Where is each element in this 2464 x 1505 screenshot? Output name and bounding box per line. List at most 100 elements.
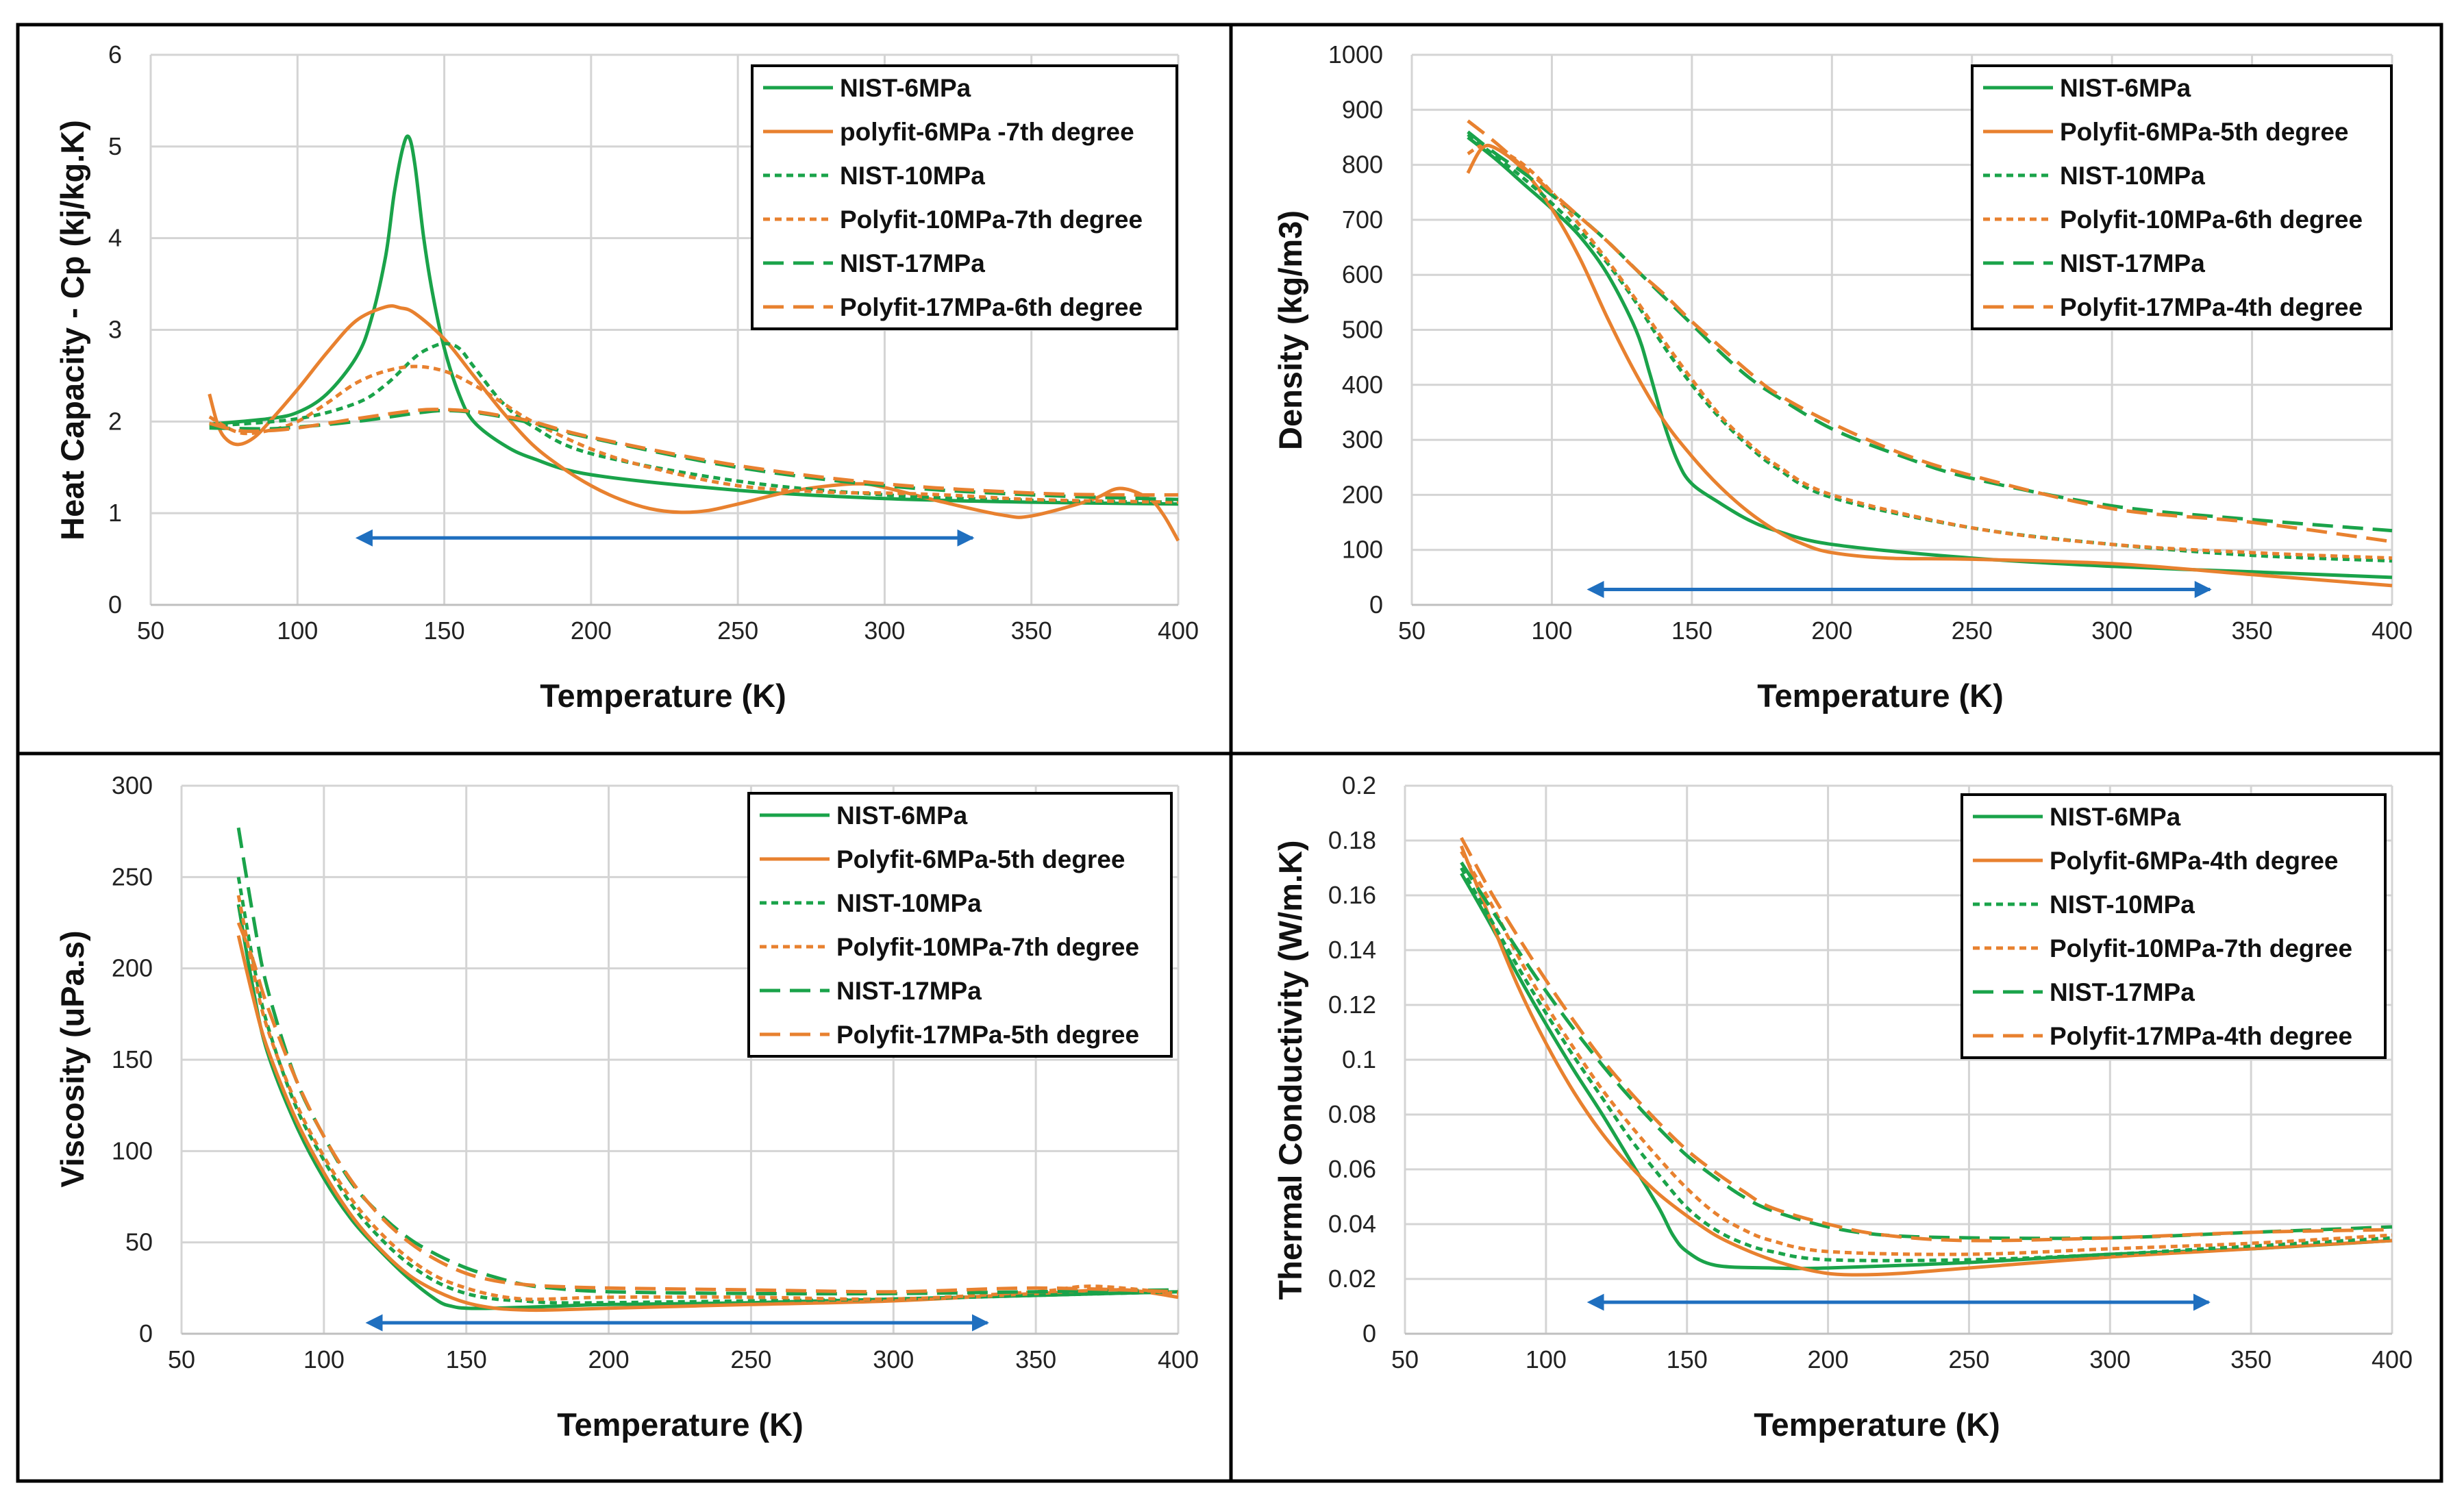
legend-label: NIST-6MPa [2050, 803, 2181, 831]
y-tick-label: 2 [108, 407, 122, 435]
y-tick-label: 700 [1342, 206, 1383, 234]
series-line-polyfit-17mpa-6th-degree [209, 408, 1179, 497]
panel-frames [16, 23, 2443, 1483]
x-tick-label: 250 [730, 1345, 771, 1373]
x-tick-label: 200 [1811, 617, 1852, 645]
x-tick-label: 300 [873, 1345, 914, 1373]
legend-label: NIST-17MPa [2060, 249, 2205, 277]
x-tick-label: 350 [2232, 617, 2273, 645]
legend-label: NIST-10MPa [2050, 891, 2195, 919]
series-group [236, 827, 1179, 1313]
y-tick-label: 0 [139, 1319, 153, 1347]
legend-label: Polyfit-6MPa-5th degree [2060, 118, 2348, 146]
y-tick-label: 300 [1342, 425, 1383, 453]
legend: NIST-6MPa Polyfit-6MPa-4th degree NIST-10M… [1961, 793, 2387, 1059]
legend-label: Polyfit-17MPa-4th degree [2060, 293, 2363, 321]
x-tick-label: 350 [2230, 1345, 2272, 1373]
x-tick-label: 150 [1671, 617, 1713, 645]
y-tick-label: 250 [112, 862, 153, 891]
series-line-polyfit-6mpa-4th-degree [1459, 845, 2393, 1277]
series-line-polyfit-17mpa-4th-degree [1467, 119, 2393, 544]
y-tick-label: 150 [112, 1045, 153, 1073]
legend-label: NIST-17MPa [836, 977, 982, 1005]
y-tick-label: 400 [1342, 371, 1383, 399]
y-tick-label: 0 [1362, 1319, 1376, 1347]
legend-label: Polyfit-17MPa-5th degree [836, 1021, 1139, 1049]
y-tick-label: 50 [125, 1228, 153, 1256]
legend: NIST-6MPa Polyfit-6MPa-5th degree NIST-10M… [747, 792, 1173, 1058]
x-tick-label: 300 [864, 617, 905, 645]
y-axis-title: Density (kg/m3) [1272, 210, 1308, 450]
tick-labels: 50 100 150 200 250 300 350 400 0 50 100 150 200 250 30… [112, 771, 1199, 1373]
legend-label: NIST-6MPa [836, 801, 968, 830]
x-tick-label: 150 [1667, 1345, 1708, 1373]
legend-box [1961, 793, 2387, 1059]
chart-viscosity: 50 100 150 200 250 300 350 400 0 50 100 150 200 250 30… [54, 771, 1199, 1443]
y-tick-label: 6 [108, 40, 122, 69]
x-tick-label: 100 [303, 1345, 345, 1373]
series-line-nist-6mpa [209, 134, 1179, 506]
y-tick-label: 1000 [1328, 40, 1383, 69]
legend-label: Polyfit-17MPa-6th degree [840, 293, 1143, 321]
x-tick-label: 150 [424, 617, 465, 645]
legend-label: Polyfit-10MPa-7th degree [840, 206, 1143, 234]
y-axis-title: Heat Capacity - Cp (kj/kg.K) [54, 120, 90, 540]
y-tick-label: 0.16 [1328, 881, 1376, 909]
x-tick-label: 300 [2091, 617, 2132, 645]
chart-thermal-conductivity: 50 100 150 200 250 300 350 400 0 0.02 0.04 0.06 0.08… [1272, 771, 2413, 1443]
grid [1404, 784, 2393, 1335]
x-tick-label: 250 [717, 617, 758, 645]
legend-label: NIST-17MPa [840, 249, 985, 277]
y-tick-label: 1 [108, 499, 122, 527]
y-tick-label: 4 [108, 224, 122, 252]
x-tick-label: 150 [446, 1345, 487, 1373]
series-group [208, 134, 1180, 542]
x-axis-title: Temperature (K) [557, 1406, 804, 1443]
series-line-polyfit-10mpa-7th-degree [208, 364, 1179, 504]
legend-label: Polyfit-10MPa-7th degree [2050, 934, 2352, 962]
x-axis-title: Temperature (K) [540, 677, 786, 714]
x-tick-label: 300 [2089, 1345, 2130, 1373]
series-group [1459, 836, 2393, 1277]
series-group [1466, 119, 2393, 588]
y-tick-label: 0.12 [1328, 991, 1376, 1019]
y-tick-label: 0.08 [1328, 1100, 1376, 1128]
series-line-polyfit-17mpa-5th-degree [236, 922, 1179, 1294]
x-tick-label: 50 [1398, 617, 1426, 645]
legend-label: NIST-6MPa [2060, 74, 2191, 102]
series-line-polyfit-17mpa-4th-degree [1460, 836, 2393, 1243]
x-tick-label: 200 [571, 617, 612, 645]
x-tick-label: 400 [1158, 617, 1199, 645]
legend-box [747, 792, 1173, 1058]
series-line-nist-17mpa [236, 827, 1179, 1296]
legend-label: NIST-10MPa [840, 162, 985, 190]
y-axis-title: Viscosity (uPa.s) [54, 930, 90, 1187]
x-axis-title: Temperature (K) [1754, 1406, 2000, 1443]
series-line-nist-6mpa [1467, 136, 2393, 580]
series-line-polyfit-10mpa-7th-degree [1460, 850, 2393, 1256]
y-tick-label: 200 [112, 954, 153, 982]
y-tick-label: 5 [108, 132, 122, 160]
y-tick-label: 0.2 [1342, 771, 1376, 799]
x-tick-label: 350 [1015, 1345, 1056, 1373]
x-tick-label: 100 [1526, 1345, 1567, 1373]
x-tick-label: 200 [1808, 1345, 1849, 1373]
legend-label: Polyfit-17MPa-4th degree [2050, 1022, 2352, 1050]
series-line-nist-10mpa [209, 342, 1179, 504]
y-tick-label: 600 [1342, 260, 1383, 288]
y-tick-label: 0.18 [1328, 826, 1376, 854]
y-tick-label: 500 [1342, 316, 1383, 344]
tick-labels: 50 100 150 200 250 300 350 400 0 100 200 300 400 500 6… [1328, 40, 2413, 645]
y-tick-label: 100 [1342, 536, 1383, 564]
legend-label: Polyfit-6MPa-5th degree [836, 845, 1125, 873]
tick-labels: 50 100 150 200 250 300 350 400 0 1 2 3 4 5 6 [108, 40, 1199, 645]
legend-label: NIST-6MPa [840, 74, 971, 102]
series-line-nist-17mpa [1467, 130, 2393, 533]
series-line-polyfit-10mpa-6th-degree [1467, 143, 2393, 560]
series-line-polyfit-6mpa-7th-degree [208, 304, 1180, 542]
y-tick-label: 0.04 [1328, 1210, 1376, 1238]
y-tick-label: 800 [1342, 151, 1383, 179]
x-tick-label: 50 [1391, 1345, 1419, 1373]
x-tick-label: 350 [1011, 617, 1052, 645]
y-tick-label: 0 [108, 590, 122, 619]
